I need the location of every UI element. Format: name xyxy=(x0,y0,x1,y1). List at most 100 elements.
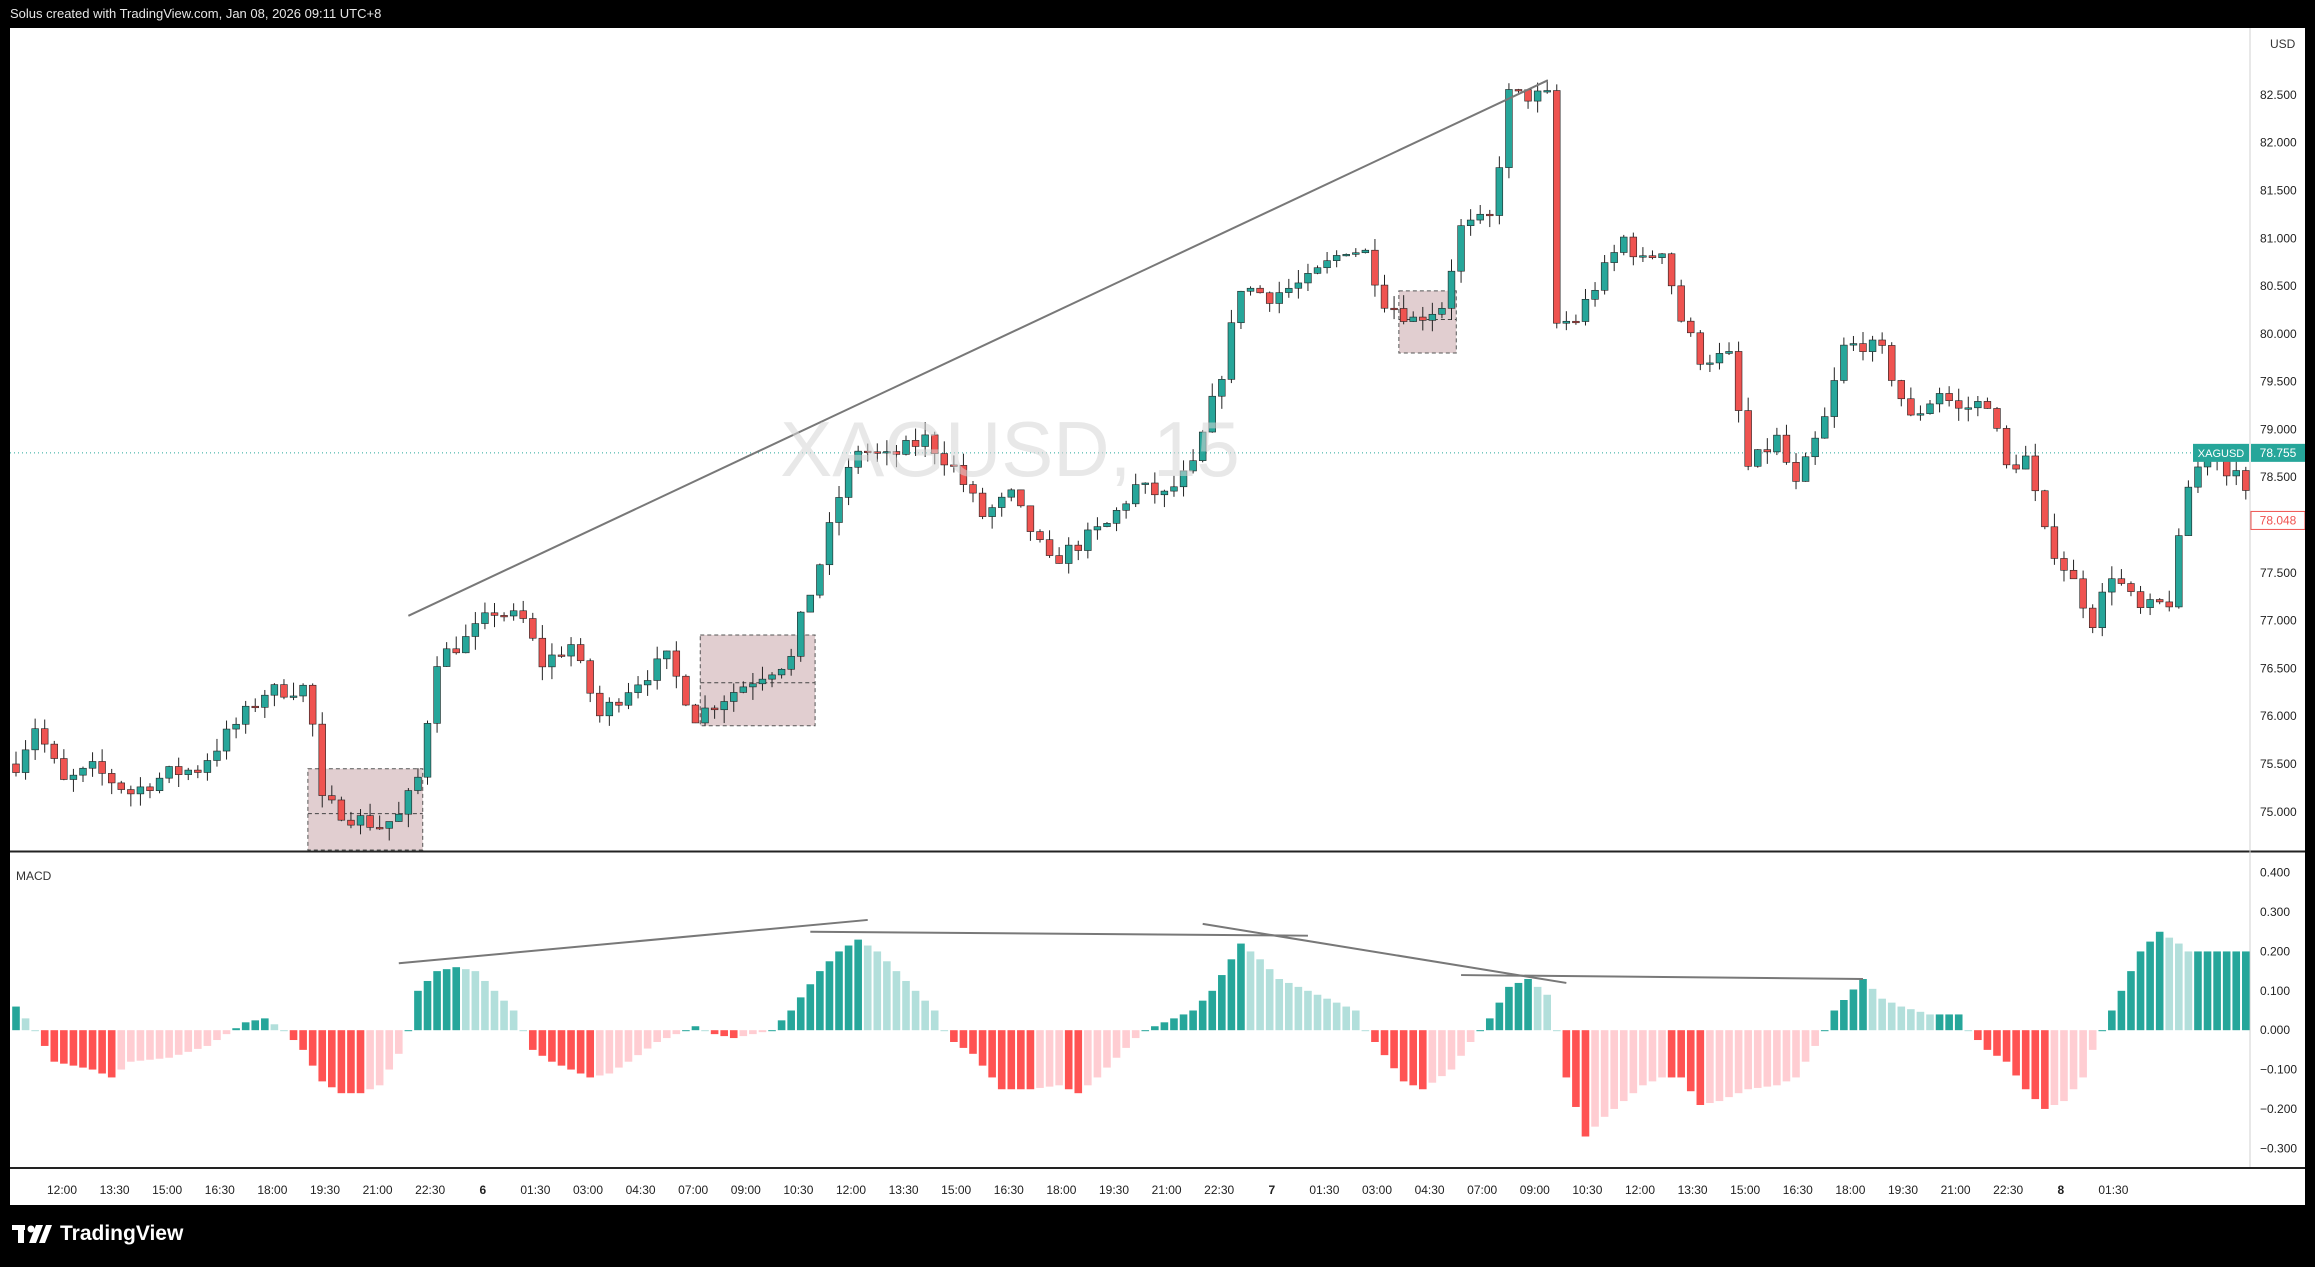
price-trendline-0[interactable] xyxy=(407,79,1548,617)
price-zone-2[interactable] xyxy=(1398,290,1457,354)
candle-body[interactable] xyxy=(1045,539,1054,556)
macd-histogram-bar[interactable] xyxy=(1763,1030,1772,1087)
macd-histogram-bar[interactable] xyxy=(557,1030,566,1066)
candle-body[interactable] xyxy=(1581,298,1590,322)
candle-body[interactable] xyxy=(60,758,68,780)
macd-histogram-bar[interactable] xyxy=(1179,1014,1188,1031)
macd-histogram-bar[interactable] xyxy=(1514,982,1523,1031)
macd-histogram-bar[interactable] xyxy=(1466,1030,1475,1042)
macd-histogram-bar[interactable] xyxy=(308,1030,317,1066)
candle-body[interactable] xyxy=(12,763,20,773)
candle-body[interactable] xyxy=(1313,267,1322,274)
macd-histogram-bar[interactable] xyxy=(203,1030,212,1046)
macd-histogram-bar[interactable] xyxy=(1945,1014,1953,1031)
candle-body[interactable] xyxy=(1696,332,1705,365)
macd-histogram-bar[interactable] xyxy=(31,1030,39,1032)
macd-histogram-bar[interactable] xyxy=(2108,1010,2116,1031)
candle-body[interactable] xyxy=(701,707,709,724)
candle-body[interactable] xyxy=(1667,253,1676,287)
macd-histogram-bar[interactable] xyxy=(1744,1030,1752,1090)
candle-body[interactable] xyxy=(280,684,288,698)
candle-body[interactable] xyxy=(758,678,767,685)
candle-body[interactable] xyxy=(1131,484,1140,505)
candle-body[interactable] xyxy=(1160,490,1169,496)
macd-histogram-bar[interactable] xyxy=(672,1030,681,1035)
candle-body[interactable] xyxy=(567,644,575,657)
macd-histogram-bar[interactable] xyxy=(1055,1030,1063,1086)
macd-histogram-bar[interactable] xyxy=(1189,1010,1197,1031)
candle-body[interactable] xyxy=(261,694,269,708)
candle-body[interactable] xyxy=(969,484,977,494)
macd-histogram-bar[interactable] xyxy=(471,971,480,1031)
candle-body[interactable] xyxy=(462,636,470,654)
candle-body[interactable] xyxy=(88,761,97,769)
chart-svg[interactable]: 75.000 75.500 76.000 76.500 77.000 77.500 78.0… xyxy=(10,28,2306,1205)
macd-histogram-bar[interactable] xyxy=(2194,951,2202,1031)
macd-histogram-bar[interactable] xyxy=(60,1030,68,1064)
candle-body[interactable] xyxy=(835,497,843,523)
candle-body[interactable] xyxy=(1926,403,1934,414)
macd-histogram-bar[interactable] xyxy=(155,1030,164,1059)
candle-body[interactable] xyxy=(1897,380,1905,400)
macd-histogram-bar[interactable] xyxy=(1572,1030,1580,1107)
macd-histogram-bar[interactable] xyxy=(2222,951,2231,1031)
macd-histogram-bar[interactable] xyxy=(1141,1030,1150,1032)
candle-body[interactable] xyxy=(2136,591,2145,608)
macd-histogram-bar[interactable] xyxy=(576,1030,585,1074)
candle-body[interactable] xyxy=(270,684,279,696)
macd-histogram-bar[interactable] xyxy=(1447,1030,1456,1070)
macd-histogram-bar[interactable] xyxy=(232,1028,240,1031)
macd-histogram-bar[interactable] xyxy=(873,951,882,1031)
candle-body[interactable] xyxy=(978,492,987,517)
macd-histogram-bar[interactable] xyxy=(261,1018,269,1031)
candle-body[interactable] xyxy=(911,440,920,447)
macd-histogram-bar[interactable] xyxy=(1658,1030,1666,1078)
macd-histogram-bar[interactable] xyxy=(1332,1002,1341,1031)
candle-body[interactable] xyxy=(1189,460,1197,472)
candle-body[interactable] xyxy=(739,686,748,693)
candle-body[interactable] xyxy=(1706,362,1714,365)
macd-histogram-bar[interactable] xyxy=(1916,1011,1925,1031)
macd-histogram-bar[interactable] xyxy=(1686,1030,1695,1092)
candle-body[interactable] xyxy=(1792,462,1800,482)
candle-body[interactable] xyxy=(1763,449,1772,453)
macd-histogram-bar[interactable] xyxy=(1935,1014,1944,1031)
macd-histogram-bar[interactable] xyxy=(337,1030,346,1094)
candle-body[interactable] xyxy=(1055,555,1063,564)
macd-histogram-bar[interactable] xyxy=(241,1022,250,1031)
macd-histogram-bar[interactable] xyxy=(1792,1030,1800,1078)
macd-histogram-bar[interactable] xyxy=(1993,1030,2001,1056)
macd-histogram-bar[interactable] xyxy=(1198,1000,1207,1031)
macd-histogram-bar[interactable] xyxy=(356,1030,365,1094)
tradingview-logo[interactable]: TradingView xyxy=(12,1222,183,1246)
candle-body[interactable] xyxy=(2041,490,2049,528)
macd-histogram-bar[interactable] xyxy=(2079,1030,2087,1078)
macd-histogram-bar[interactable] xyxy=(1457,1030,1465,1056)
macd-histogram-bar[interactable] xyxy=(1246,951,1255,1031)
macd-histogram-bar[interactable] xyxy=(2060,1030,2068,1102)
macd-histogram-bar[interactable] xyxy=(787,1010,795,1031)
candle-body[interactable] xyxy=(241,705,250,725)
macd-histogram-bar[interactable] xyxy=(595,1030,604,1076)
candle-body[interactable] xyxy=(720,701,728,711)
candle-body[interactable] xyxy=(653,658,661,681)
candle-body[interactable] xyxy=(1084,529,1092,551)
candle-body[interactable] xyxy=(1275,292,1283,304)
macd-histogram-bar[interactable] xyxy=(854,939,862,1031)
macd-histogram-bar[interactable] xyxy=(1294,986,1303,1031)
candle-body[interactable] xyxy=(2012,464,2020,470)
candle-body[interactable] xyxy=(366,815,374,828)
macd-histogram-bar[interactable] xyxy=(107,1030,116,1078)
macd-histogram-bar[interactable] xyxy=(844,945,853,1031)
macd-histogram-bar[interactable] xyxy=(2165,937,2174,1031)
candle-body[interactable] xyxy=(1457,225,1465,272)
candle-body[interactable] xyxy=(69,774,78,780)
macd-histogram-bar[interactable] xyxy=(1600,1030,1609,1117)
macd-histogram-bar[interactable] xyxy=(1629,1030,1638,1094)
candle-body[interactable] xyxy=(2098,591,2106,628)
macd-histogram-bar[interactable] xyxy=(490,990,499,1031)
macd-histogram-bar[interactable] xyxy=(662,1030,671,1039)
macd-histogram-bar[interactable] xyxy=(2088,1030,2097,1050)
macd-histogram-bar[interactable] xyxy=(1773,1030,1781,1086)
candle-body[interactable] xyxy=(1801,456,1810,482)
